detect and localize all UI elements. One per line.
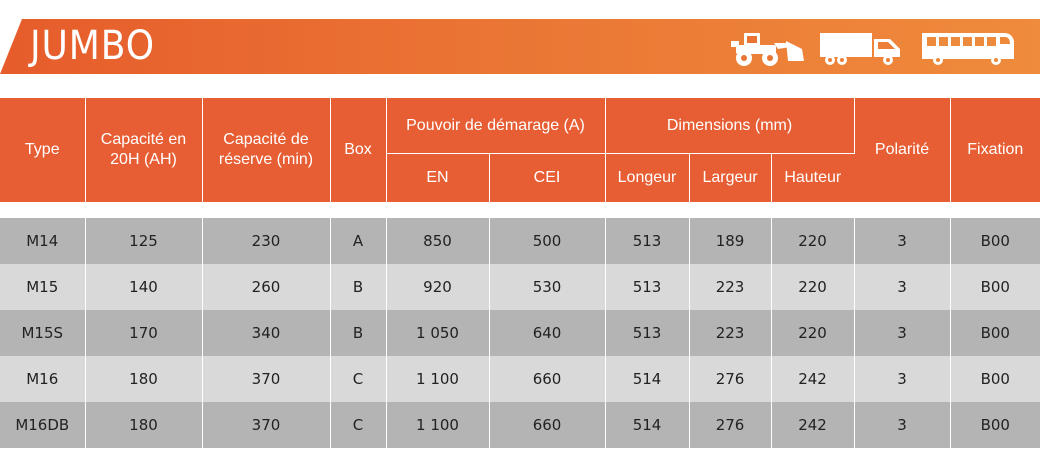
header-fixation: Fixation [950, 98, 1040, 202]
cell-width: 223 [689, 264, 772, 310]
cell-box: C [330, 356, 387, 402]
cell-box: C [330, 402, 387, 448]
cell-length: 513 [605, 218, 690, 264]
cell-en: 1 050 [386, 310, 490, 356]
cell-type: M15 [0, 264, 86, 310]
cell-polarity: 3 [854, 402, 951, 448]
table-row: M14 125 230 A 850 500 513 189 220 3 B00 [0, 218, 1040, 264]
cell-width: 223 [689, 310, 772, 356]
table-row: M15 140 260 B 920 530 513 223 220 3 B00 [0, 264, 1040, 310]
cell-reserve: 370 [202, 356, 331, 402]
table-row: M16 180 370 C 1 100 660 514 276 242 3 B00 [0, 356, 1040, 402]
cell-polarity: 3 [854, 356, 951, 402]
truck-icon [820, 33, 900, 65]
cell-cei: 500 [489, 218, 606, 264]
table-row: M15S 170 340 B 1 050 640 513 223 220 3 B00 [0, 310, 1040, 356]
cell-fixation: B00 [950, 264, 1040, 310]
cell-length: 513 [605, 310, 690, 356]
cell-cei: 660 [489, 402, 606, 448]
cell-reserve: 230 [202, 218, 331, 264]
cell-polarity: 3 [854, 218, 951, 264]
header-length: Longeur [605, 153, 690, 202]
cell-width: 189 [689, 218, 772, 264]
cell-capacity: 180 [85, 356, 203, 402]
cell-length: 514 [605, 356, 690, 402]
cell-height: 220 [771, 264, 855, 310]
header-polarity: Polarité [854, 98, 951, 202]
cell-height: 220 [771, 310, 855, 356]
cell-en: 920 [386, 264, 490, 310]
cell-en: 850 [386, 218, 490, 264]
header-cei: CEI [489, 153, 606, 202]
cell-type: M15S [0, 310, 86, 356]
cell-length: 513 [605, 264, 690, 310]
cell-en: 1 100 [386, 356, 490, 402]
cell-height: 242 [771, 402, 855, 448]
header-cranking: Pouvoir de démarage (A) [386, 98, 606, 154]
cell-length: 514 [605, 402, 690, 448]
header-reserve: Capacité de réserve (min) [202, 98, 331, 202]
table-row: M16DB 180 370 C 1 100 660 514 276 242 3 B00 [0, 402, 1040, 448]
wheel-loader-icon [731, 33, 804, 66]
cell-width: 276 [689, 402, 772, 448]
cell-type: M16DB [0, 402, 86, 448]
header-box: Box [330, 98, 387, 202]
header-width: Largeur [689, 153, 772, 202]
cell-fixation: B00 [950, 356, 1040, 402]
header-type: Type [0, 98, 86, 202]
cell-cei: 660 [489, 356, 606, 402]
cell-cei: 640 [489, 310, 606, 356]
header-en: EN [386, 153, 490, 202]
cell-capacity: 140 [85, 264, 203, 310]
header-capacity: Capacité en 20H (AH) [85, 98, 203, 202]
cell-fixation: B00 [950, 218, 1040, 264]
cell-capacity: 125 [85, 218, 203, 264]
cell-polarity: 3 [854, 264, 951, 310]
cell-height: 242 [771, 356, 855, 402]
cell-type: M14 [0, 218, 86, 264]
cell-en: 1 100 [386, 402, 490, 448]
cell-box: A [330, 218, 387, 264]
cell-box: B [330, 264, 387, 310]
cell-reserve: 260 [202, 264, 331, 310]
cell-reserve: 370 [202, 402, 331, 448]
cell-fixation: B00 [950, 310, 1040, 356]
cell-capacity: 170 [85, 310, 203, 356]
cell-type: M16 [0, 356, 86, 402]
header-height: Hauteur [771, 153, 855, 202]
cell-cei: 530 [489, 264, 606, 310]
cell-capacity: 180 [85, 402, 203, 448]
battery-spec-table: Type Capacité en 20H (AH) Capacité de ré… [0, 98, 1040, 448]
page-title: JUMBO [30, 23, 155, 69]
header-dimensions: Dimensions (mm) [605, 98, 855, 154]
cell-width: 276 [689, 356, 772, 402]
bus-icon [922, 33, 1014, 65]
cell-box: B [330, 310, 387, 356]
cell-reserve: 340 [202, 310, 331, 356]
cell-polarity: 3 [854, 310, 951, 356]
cell-height: 220 [771, 218, 855, 264]
title-banner: JUMBO [0, 19, 1040, 74]
cell-fixation: B00 [950, 402, 1040, 448]
